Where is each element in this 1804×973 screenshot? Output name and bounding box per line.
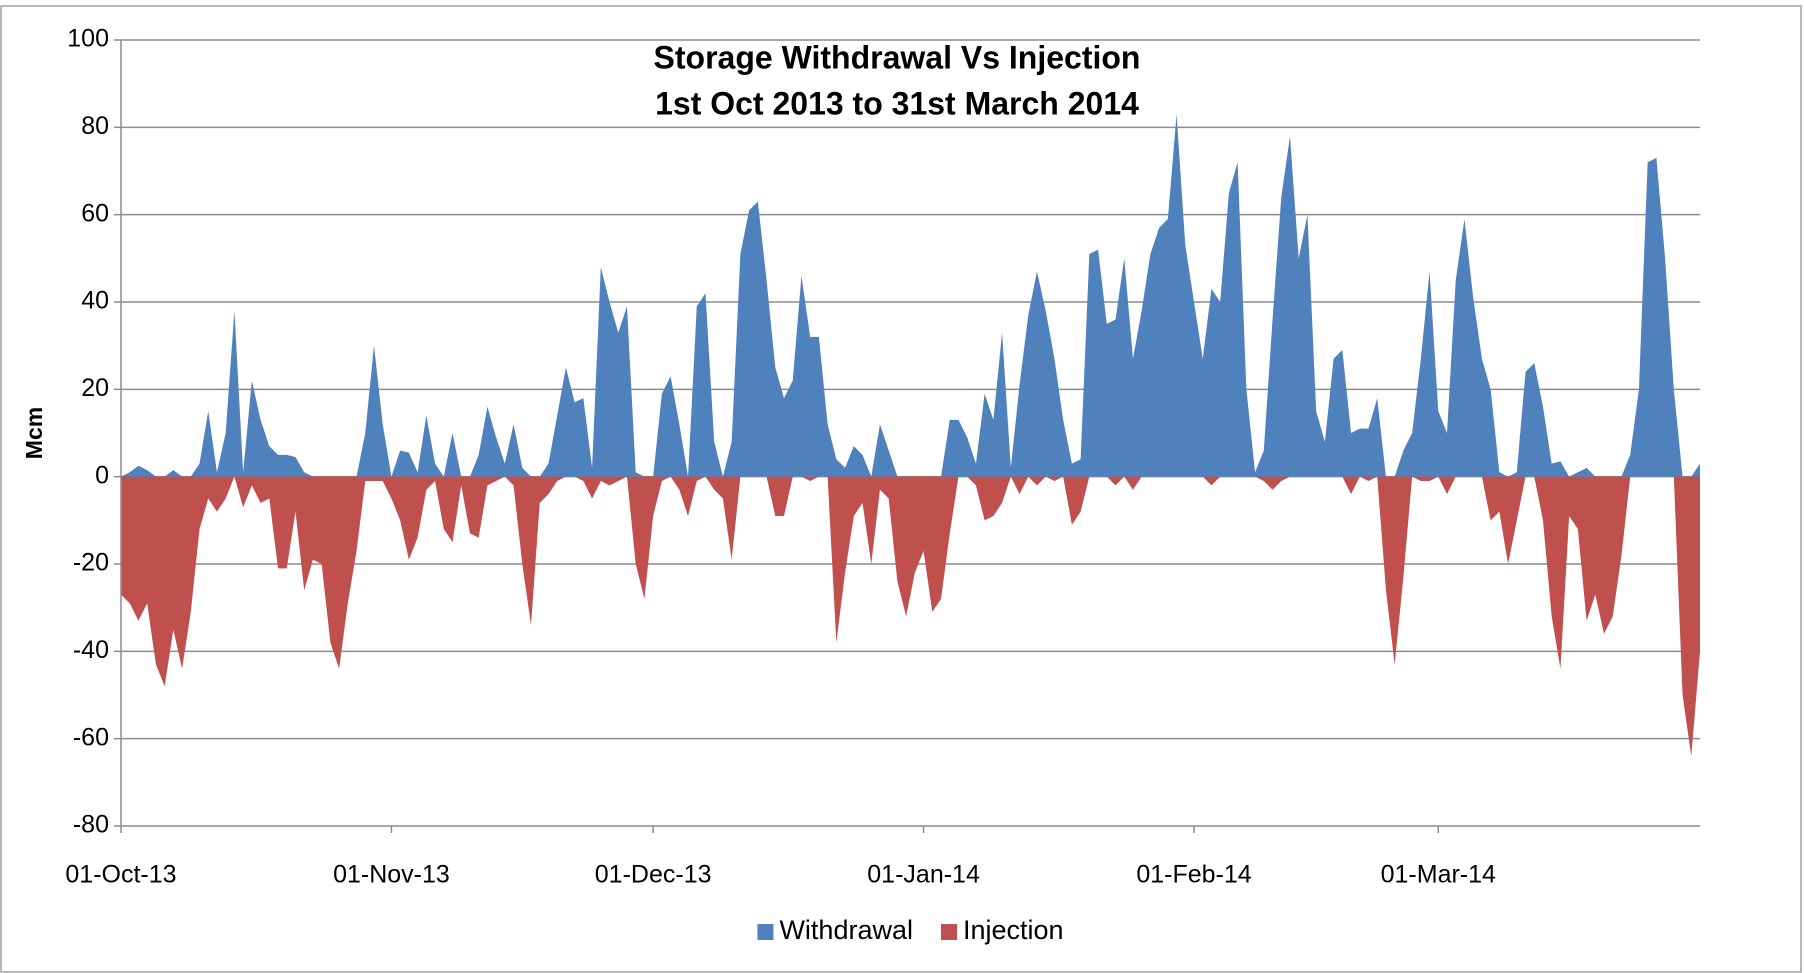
chart-frame — [0, 5, 1802, 973]
chart-title: Storage Withdrawal Vs Injection — [654, 39, 1141, 75]
y-tick-label: 0 — [95, 461, 109, 489]
area-series — [121, 114, 1700, 477]
x-tick-label: 01-Mar-14 — [1381, 861, 1496, 889]
legend-swatch — [757, 924, 774, 940]
area-series — [121, 476, 1700, 757]
y-tick-label: -40 — [73, 636, 109, 664]
chart-subtitle: 1st Oct 2013 to 31st March 2014 — [655, 85, 1139, 121]
y-tick-label: -60 — [73, 723, 109, 751]
y-axis-label: Mcm — [21, 407, 47, 459]
x-tick-label: 01-Dec-13 — [595, 861, 712, 889]
x-tick-label: 01-Feb-14 — [1136, 861, 1251, 889]
legend-swatch — [940, 924, 957, 940]
legend-label: Withdrawal — [779, 915, 913, 945]
y-tick-label: -80 — [73, 811, 109, 839]
y-tick-label: 20 — [81, 374, 109, 402]
y-tick-label: 80 — [81, 112, 109, 140]
legend-label: Injection — [963, 915, 1064, 945]
x-tick-label: 01-Jan-14 — [867, 861, 980, 889]
legend: Withdrawal Injection — [757, 915, 1064, 945]
y-tick-label: 100 — [67, 25, 109, 53]
x-tick-label: 01-Nov-13 — [333, 861, 450, 889]
y-tick-label: 40 — [81, 287, 109, 315]
plot-area — [121, 114, 1700, 757]
y-tick-label: 60 — [81, 199, 109, 227]
y-tick-label: -20 — [73, 549, 109, 577]
x-tick-label: 01-Oct-13 — [65, 861, 176, 889]
